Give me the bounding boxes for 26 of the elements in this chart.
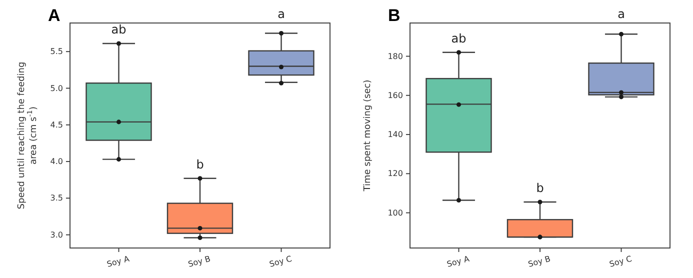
x-tick-label: Soy B bbox=[187, 254, 212, 269]
y-tick-label: 4.5 bbox=[50, 120, 63, 130]
y-tick-label: 140 bbox=[388, 130, 403, 140]
text: a bbox=[618, 7, 625, 21]
y-tick-label: 3.5 bbox=[50, 194, 63, 203]
chart-title: A bbox=[48, 6, 60, 25]
annotation: b bbox=[536, 181, 544, 196]
x-tick-label: Soy C bbox=[608, 254, 634, 269]
text: a bbox=[278, 7, 285, 21]
y-tick-label: 5.0 bbox=[50, 84, 63, 93]
x-tick-label: Soy A bbox=[106, 254, 131, 269]
y-tick-label: 120 bbox=[388, 169, 403, 178]
y-axis-title: Time spent moving (sec) bbox=[363, 80, 373, 192]
x-tick-label: Soy A bbox=[446, 254, 471, 269]
annotation: ab bbox=[451, 31, 466, 46]
x-tick-label: Soy B bbox=[527, 254, 552, 269]
x-tick-label: Soy C bbox=[268, 254, 294, 269]
y-tick-label: 100 bbox=[388, 208, 403, 218]
annotation: b bbox=[196, 157, 204, 172]
y-tick-label: 160 bbox=[388, 90, 403, 100]
annotation: ab bbox=[111, 22, 126, 37]
y-tick-label: 4.0 bbox=[50, 157, 63, 166]
chart-title: B bbox=[388, 6, 400, 25]
y-tick-label: 5.5 bbox=[50, 47, 63, 56]
y-tick-label: 180 bbox=[388, 52, 403, 61]
y-tick-label: 3.0 bbox=[50, 230, 63, 240]
